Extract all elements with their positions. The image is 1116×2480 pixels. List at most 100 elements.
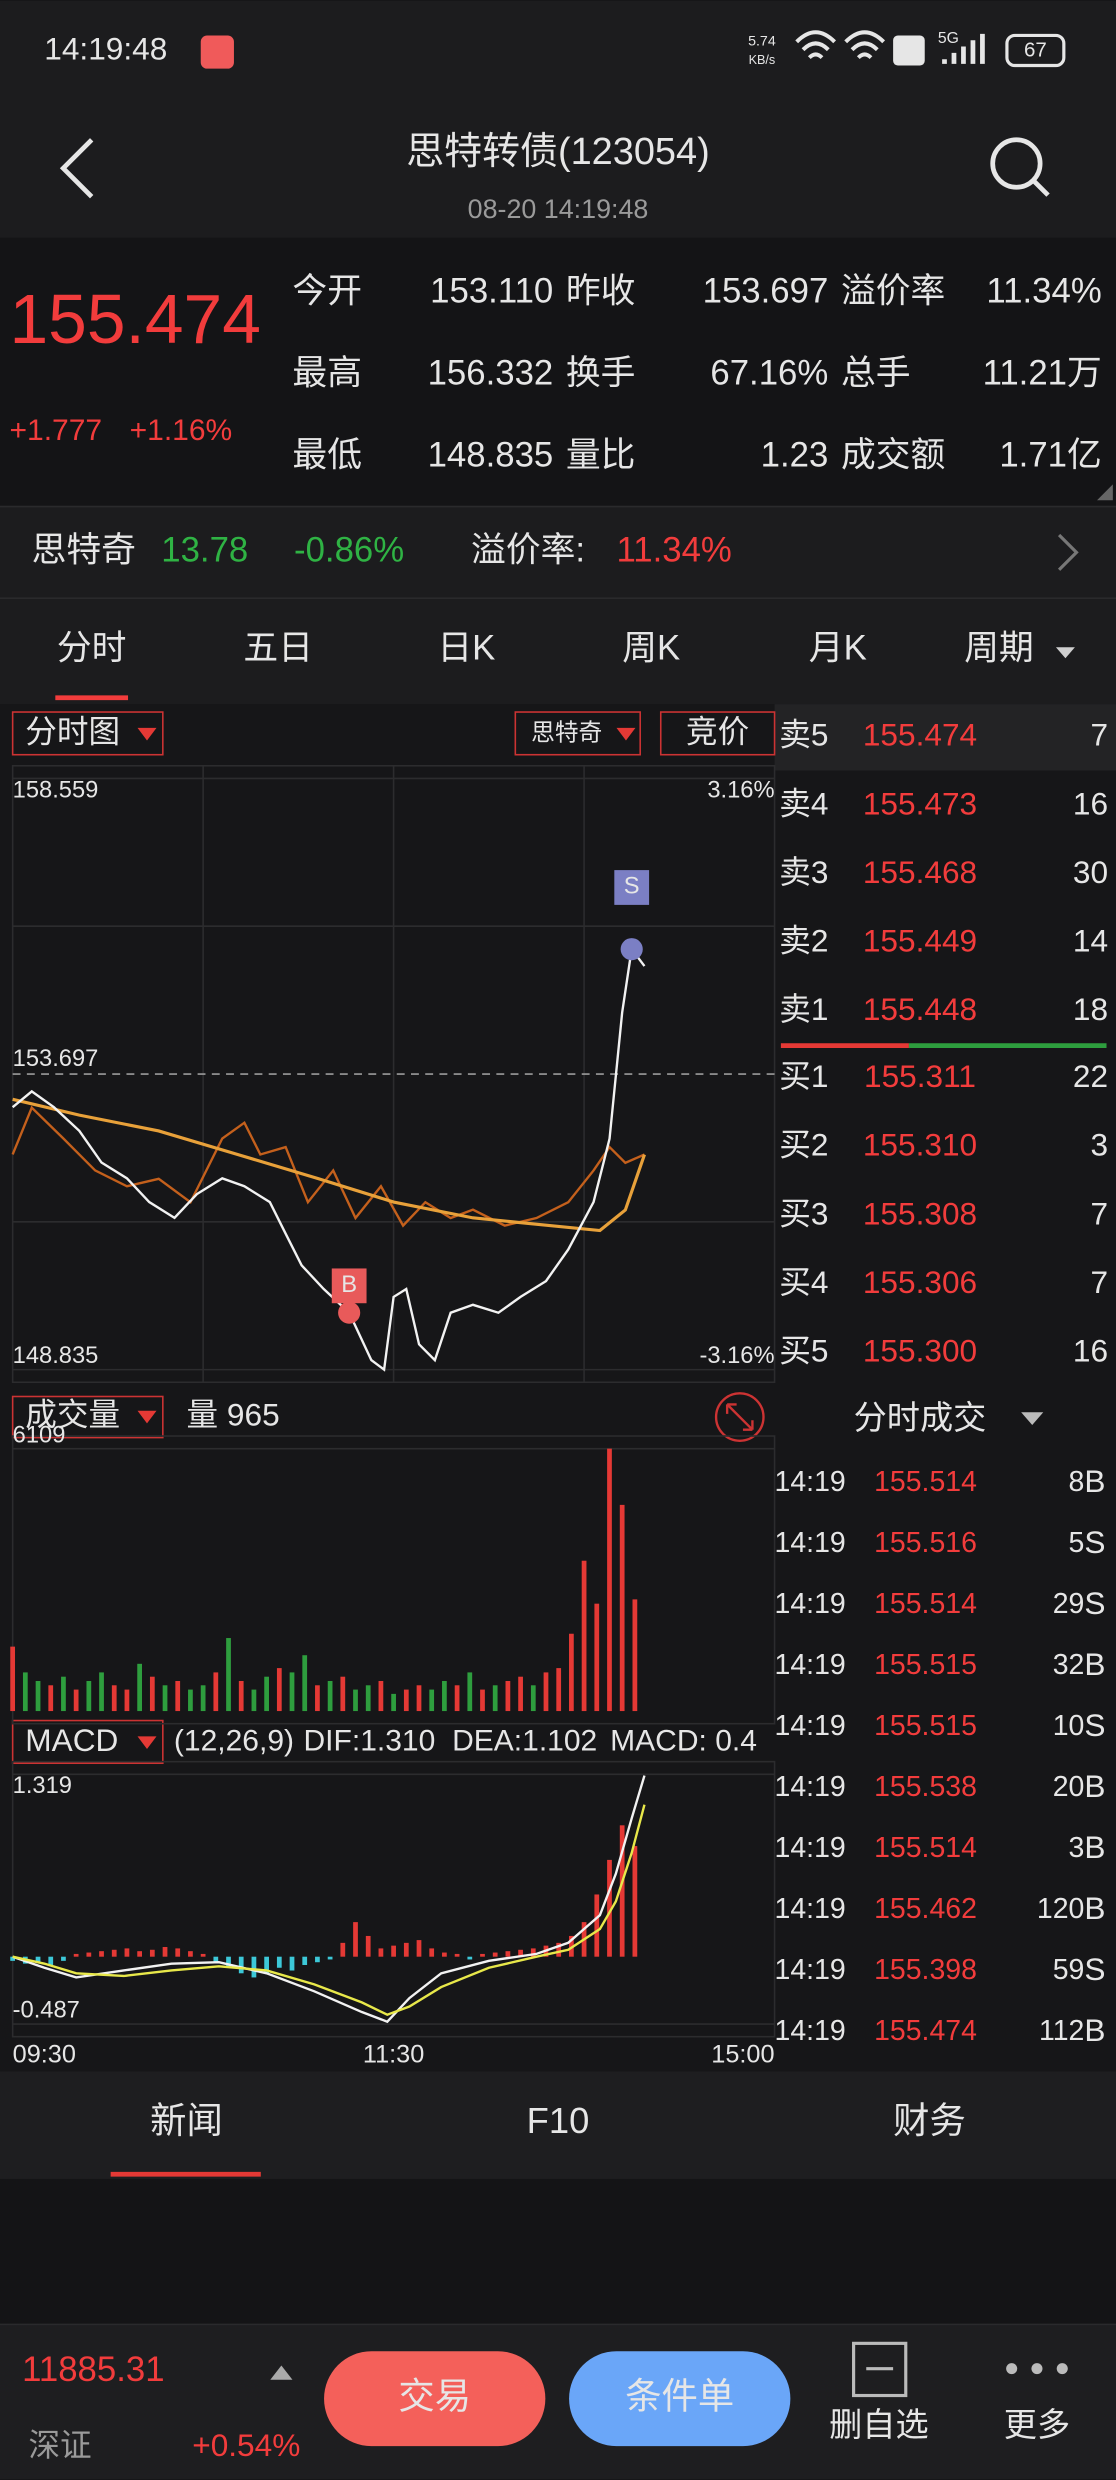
trade-qty: 10 — [1053, 1710, 1085, 1742]
macd-bar — [391, 1945, 396, 1957]
book-label: 买5 — [779, 1333, 828, 1369]
macd-bar — [149, 1949, 155, 1957]
field-label: 成交额 — [841, 436, 945, 475]
tab-panel — [0, 506, 1116, 705]
volume-bar — [416, 1685, 422, 1712]
macd-bar — [480, 1953, 485, 1957]
bottom-tab[interactable]: 新闻 — [150, 2100, 223, 2141]
book-label: 卖1 — [779, 991, 828, 1027]
trade-qty: 8 — [1069, 1466, 1085, 1498]
trade-flag — [331, 1268, 367, 1304]
tab[interactable]: 日K — [437, 630, 495, 668]
field-label: 换手 — [566, 354, 636, 393]
macd-bar — [302, 1956, 308, 1965]
y-tick-label: 6109 — [13, 1422, 66, 1448]
index-name: 深证 — [28, 2427, 91, 2463]
trade-qty: 59 — [1053, 1954, 1085, 1986]
macd-bar — [403, 1942, 409, 1957]
remove-label[interactable]: 删自选 — [829, 2407, 929, 2444]
selector-box[interactable] — [11, 711, 164, 756]
volume-bar — [365, 1685, 371, 1712]
tab[interactable]: 月K — [809, 630, 867, 668]
book-label: 买2 — [779, 1127, 828, 1163]
trade-price: 155.515 — [874, 1710, 977, 1742]
volume-bar — [73, 1689, 79, 1712]
macd-bar — [365, 1935, 371, 1957]
y-tick-label: 158.559 — [13, 777, 99, 803]
book-qty: 7 — [1091, 1195, 1109, 1231]
stock-change: -0.86% — [294, 532, 404, 570]
change: +1.777 — [9, 414, 102, 447]
tab[interactable]: 周K — [622, 630, 680, 668]
trade-side: B — [1084, 1463, 1105, 1499]
subtitle: 08-20 14:19:48 — [468, 194, 649, 224]
field-label: 量比 — [566, 437, 636, 475]
trade-time: 14:19 — [775, 1832, 846, 1864]
field-value: 148.835 — [428, 437, 554, 475]
more-icon[interactable] — [1006, 2363, 1018, 2375]
remove-icon[interactable] — [852, 2341, 908, 2398]
trades-title[interactable]: 分时成交 — [854, 1400, 987, 1437]
volume-bar — [480, 1689, 485, 1712]
tab[interactable]: 周期 — [964, 630, 1034, 668]
compare-box[interactable] — [514, 711, 641, 756]
field-value: 156.332 — [428, 355, 554, 393]
search-icon — [990, 137, 1043, 190]
macd-bar — [492, 1952, 498, 1957]
selector-box[interactable] — [11, 1395, 164, 1439]
trade-time: 14:19 — [775, 1771, 846, 1803]
macd-bar — [111, 1949, 117, 1957]
y-tick-label: 1.319 — [13, 1773, 72, 1799]
top-bar — [0, 0, 1116, 238]
expand-button[interactable] — [714, 1392, 765, 1442]
chevron[interactable] — [1057, 533, 1079, 571]
trade-price: 155.515 — [874, 1649, 977, 1681]
footer — [0, 2324, 1116, 2480]
macd-bar — [137, 1951, 143, 1957]
trade-button[interactable] — [324, 2351, 546, 2447]
trade-time: 14:19 — [775, 1710, 846, 1742]
macd-bar — [467, 1956, 473, 1960]
bottom-tab[interactable]: 财务 — [893, 2100, 966, 2141]
trade-point — [620, 938, 643, 961]
field-value: 1.71亿 — [999, 436, 1101, 475]
trade-price: 155.514 — [874, 1466, 977, 1498]
volume-bar — [505, 1680, 511, 1712]
ask-highlight — [774, 704, 1116, 771]
macd-bar — [442, 1952, 447, 1957]
book-price: 155.449 — [863, 922, 977, 958]
volume-bar — [327, 1680, 333, 1712]
search-button[interactable] — [990, 137, 1050, 197]
tab[interactable]: 分时 — [57, 630, 127, 668]
macd-bar — [594, 1894, 600, 1957]
volume-bar — [607, 1448, 612, 1712]
more-label[interactable]: 更多 — [1004, 2407, 1070, 2444]
dropdown-arrow — [137, 727, 157, 741]
more-icon — [1031, 2363, 1043, 2375]
auction-box[interactable] — [659, 711, 776, 756]
macd-bar — [276, 1956, 282, 1968]
macd-bar — [632, 1846, 638, 1957]
volume-bar — [10, 1646, 16, 1712]
selector: 分时图 — [25, 714, 120, 750]
selector-box[interactable] — [11, 1719, 164, 1765]
volume-bar — [378, 1680, 384, 1712]
back-button[interactable] — [59, 138, 94, 199]
macd-bar — [175, 1948, 181, 1957]
field-value: 153.110 — [430, 272, 553, 310]
macd-bar — [429, 1948, 435, 1957]
dropdown-arrow — [137, 1410, 157, 1424]
trade-price: 155.538 — [874, 1771, 977, 1803]
volume-bar — [619, 1504, 625, 1712]
bottom-tab[interactable]: F10 — [527, 2100, 590, 2141]
volume-bar — [22, 1672, 28, 1712]
field-label: 溢价率 — [841, 271, 945, 310]
dropdown-arrow — [137, 1736, 157, 1749]
conditional-button[interactable] — [569, 2351, 791, 2447]
quote-panel — [0, 237, 1116, 507]
macd-bar — [86, 1952, 92, 1957]
tab[interactable]: 五日 — [243, 630, 313, 668]
field-label: 总手 — [841, 354, 911, 393]
change-pct: +1.16% — [130, 414, 233, 447]
macd-bar — [454, 1953, 460, 1957]
